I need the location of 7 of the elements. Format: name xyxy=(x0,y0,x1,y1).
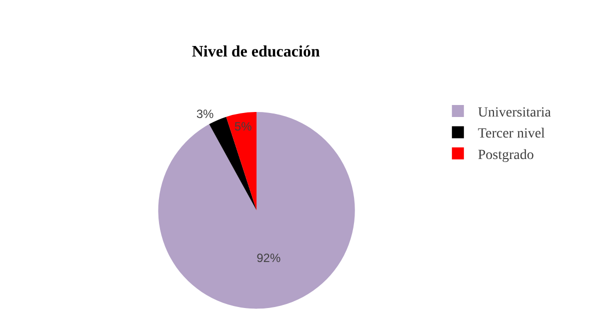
data-label: 3% xyxy=(196,107,214,122)
data-label: 5% xyxy=(234,119,252,134)
data-label: 92% xyxy=(256,250,281,265)
chart-title: Nivel de educación xyxy=(192,43,320,60)
legend-label: Universitaria xyxy=(478,105,552,120)
legend-label: Tercer nivel xyxy=(478,126,546,142)
legend-label: Postgrado xyxy=(478,148,534,163)
